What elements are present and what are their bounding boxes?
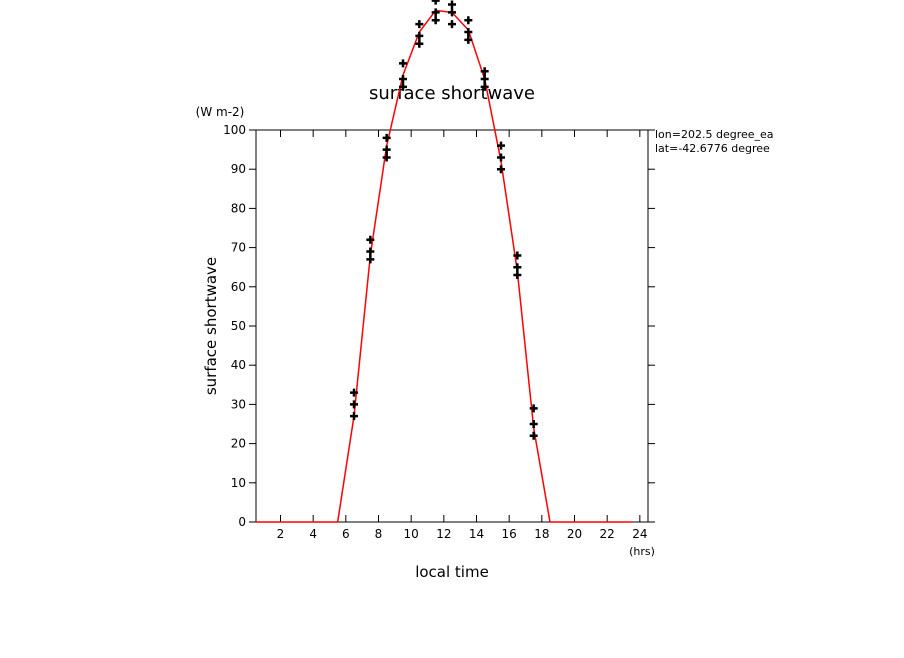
chart-title: surface shortwave <box>369 83 535 104</box>
x-units: (hrs) <box>629 545 655 558</box>
point-marker <box>464 35 473 44</box>
x-tick-label: 6 <box>342 527 350 541</box>
annotation: lat=-42.6776 degree <box>655 142 770 155</box>
point-marker <box>431 0 440 5</box>
point-marker <box>382 133 391 142</box>
point-marker <box>399 59 407 68</box>
point-marker <box>366 235 375 244</box>
point-marker <box>513 271 522 280</box>
point-marker <box>366 255 375 264</box>
point-marker <box>497 141 505 150</box>
point-marker <box>366 247 375 256</box>
point-marker <box>480 75 489 84</box>
point-marker <box>448 20 456 29</box>
point-marker <box>350 388 358 397</box>
point-marker <box>399 82 407 91</box>
x-tick-label: 8 <box>375 527 383 541</box>
point-marker <box>431 8 440 17</box>
y-tick-label: 60 <box>231 280 246 294</box>
y-tick-label: 80 <box>231 201 246 215</box>
point-marker <box>513 263 522 272</box>
y-axis-label: surface shortwave <box>202 257 220 395</box>
point-marker <box>382 153 391 162</box>
point-marker <box>513 251 522 260</box>
y-tick-label: 20 <box>231 437 246 451</box>
y-tick-label: 40 <box>231 358 246 372</box>
x-tick-label: 4 <box>309 527 317 541</box>
point-marker <box>464 28 473 36</box>
point-marker <box>464 16 473 25</box>
point-marker <box>431 16 440 25</box>
point-marker <box>399 75 407 84</box>
x-tick-label: 12 <box>436 527 451 541</box>
x-tick-label: 14 <box>469 527 484 541</box>
point-marker <box>480 82 489 91</box>
plot-frame <box>255 129 649 523</box>
point-marker <box>350 412 358 421</box>
y-tick-label: 30 <box>231 397 246 411</box>
point-marker <box>350 400 358 409</box>
y-tick-label: 10 <box>231 476 246 490</box>
point-marker <box>497 165 505 174</box>
x-tick-label: 22 <box>600 527 615 541</box>
y-tick-label: 70 <box>231 241 246 255</box>
y-units: (W m-2) <box>196 105 245 119</box>
point-marker <box>415 39 424 48</box>
data-line <box>256 9 632 523</box>
y-tick-label: 50 <box>231 319 246 333</box>
x-tick-label: 24 <box>632 527 647 541</box>
y-tick-label: 0 <box>238 515 246 529</box>
x-tick-label: 18 <box>534 527 549 541</box>
point-marker <box>415 31 424 40</box>
x-tick-label: 10 <box>404 527 419 541</box>
x-tick-label: 16 <box>502 527 517 541</box>
annotation: lon=202.5 degree_ea <box>655 128 774 141</box>
point-marker <box>529 404 538 413</box>
point-marker <box>448 0 456 9</box>
point-marker <box>480 67 489 76</box>
x-tick-label: 20 <box>567 527 582 541</box>
x-axis-label: local time <box>415 563 489 581</box>
y-tick-label: 100 <box>223 123 246 137</box>
point-marker <box>529 431 538 440</box>
point-marker <box>497 153 505 162</box>
point-marker <box>448 8 456 17</box>
point-marker <box>382 145 391 154</box>
x-tick-label: 2 <box>277 527 285 541</box>
y-tick-label: 90 <box>231 162 246 176</box>
point-marker <box>415 20 424 29</box>
point-marker <box>529 420 538 428</box>
